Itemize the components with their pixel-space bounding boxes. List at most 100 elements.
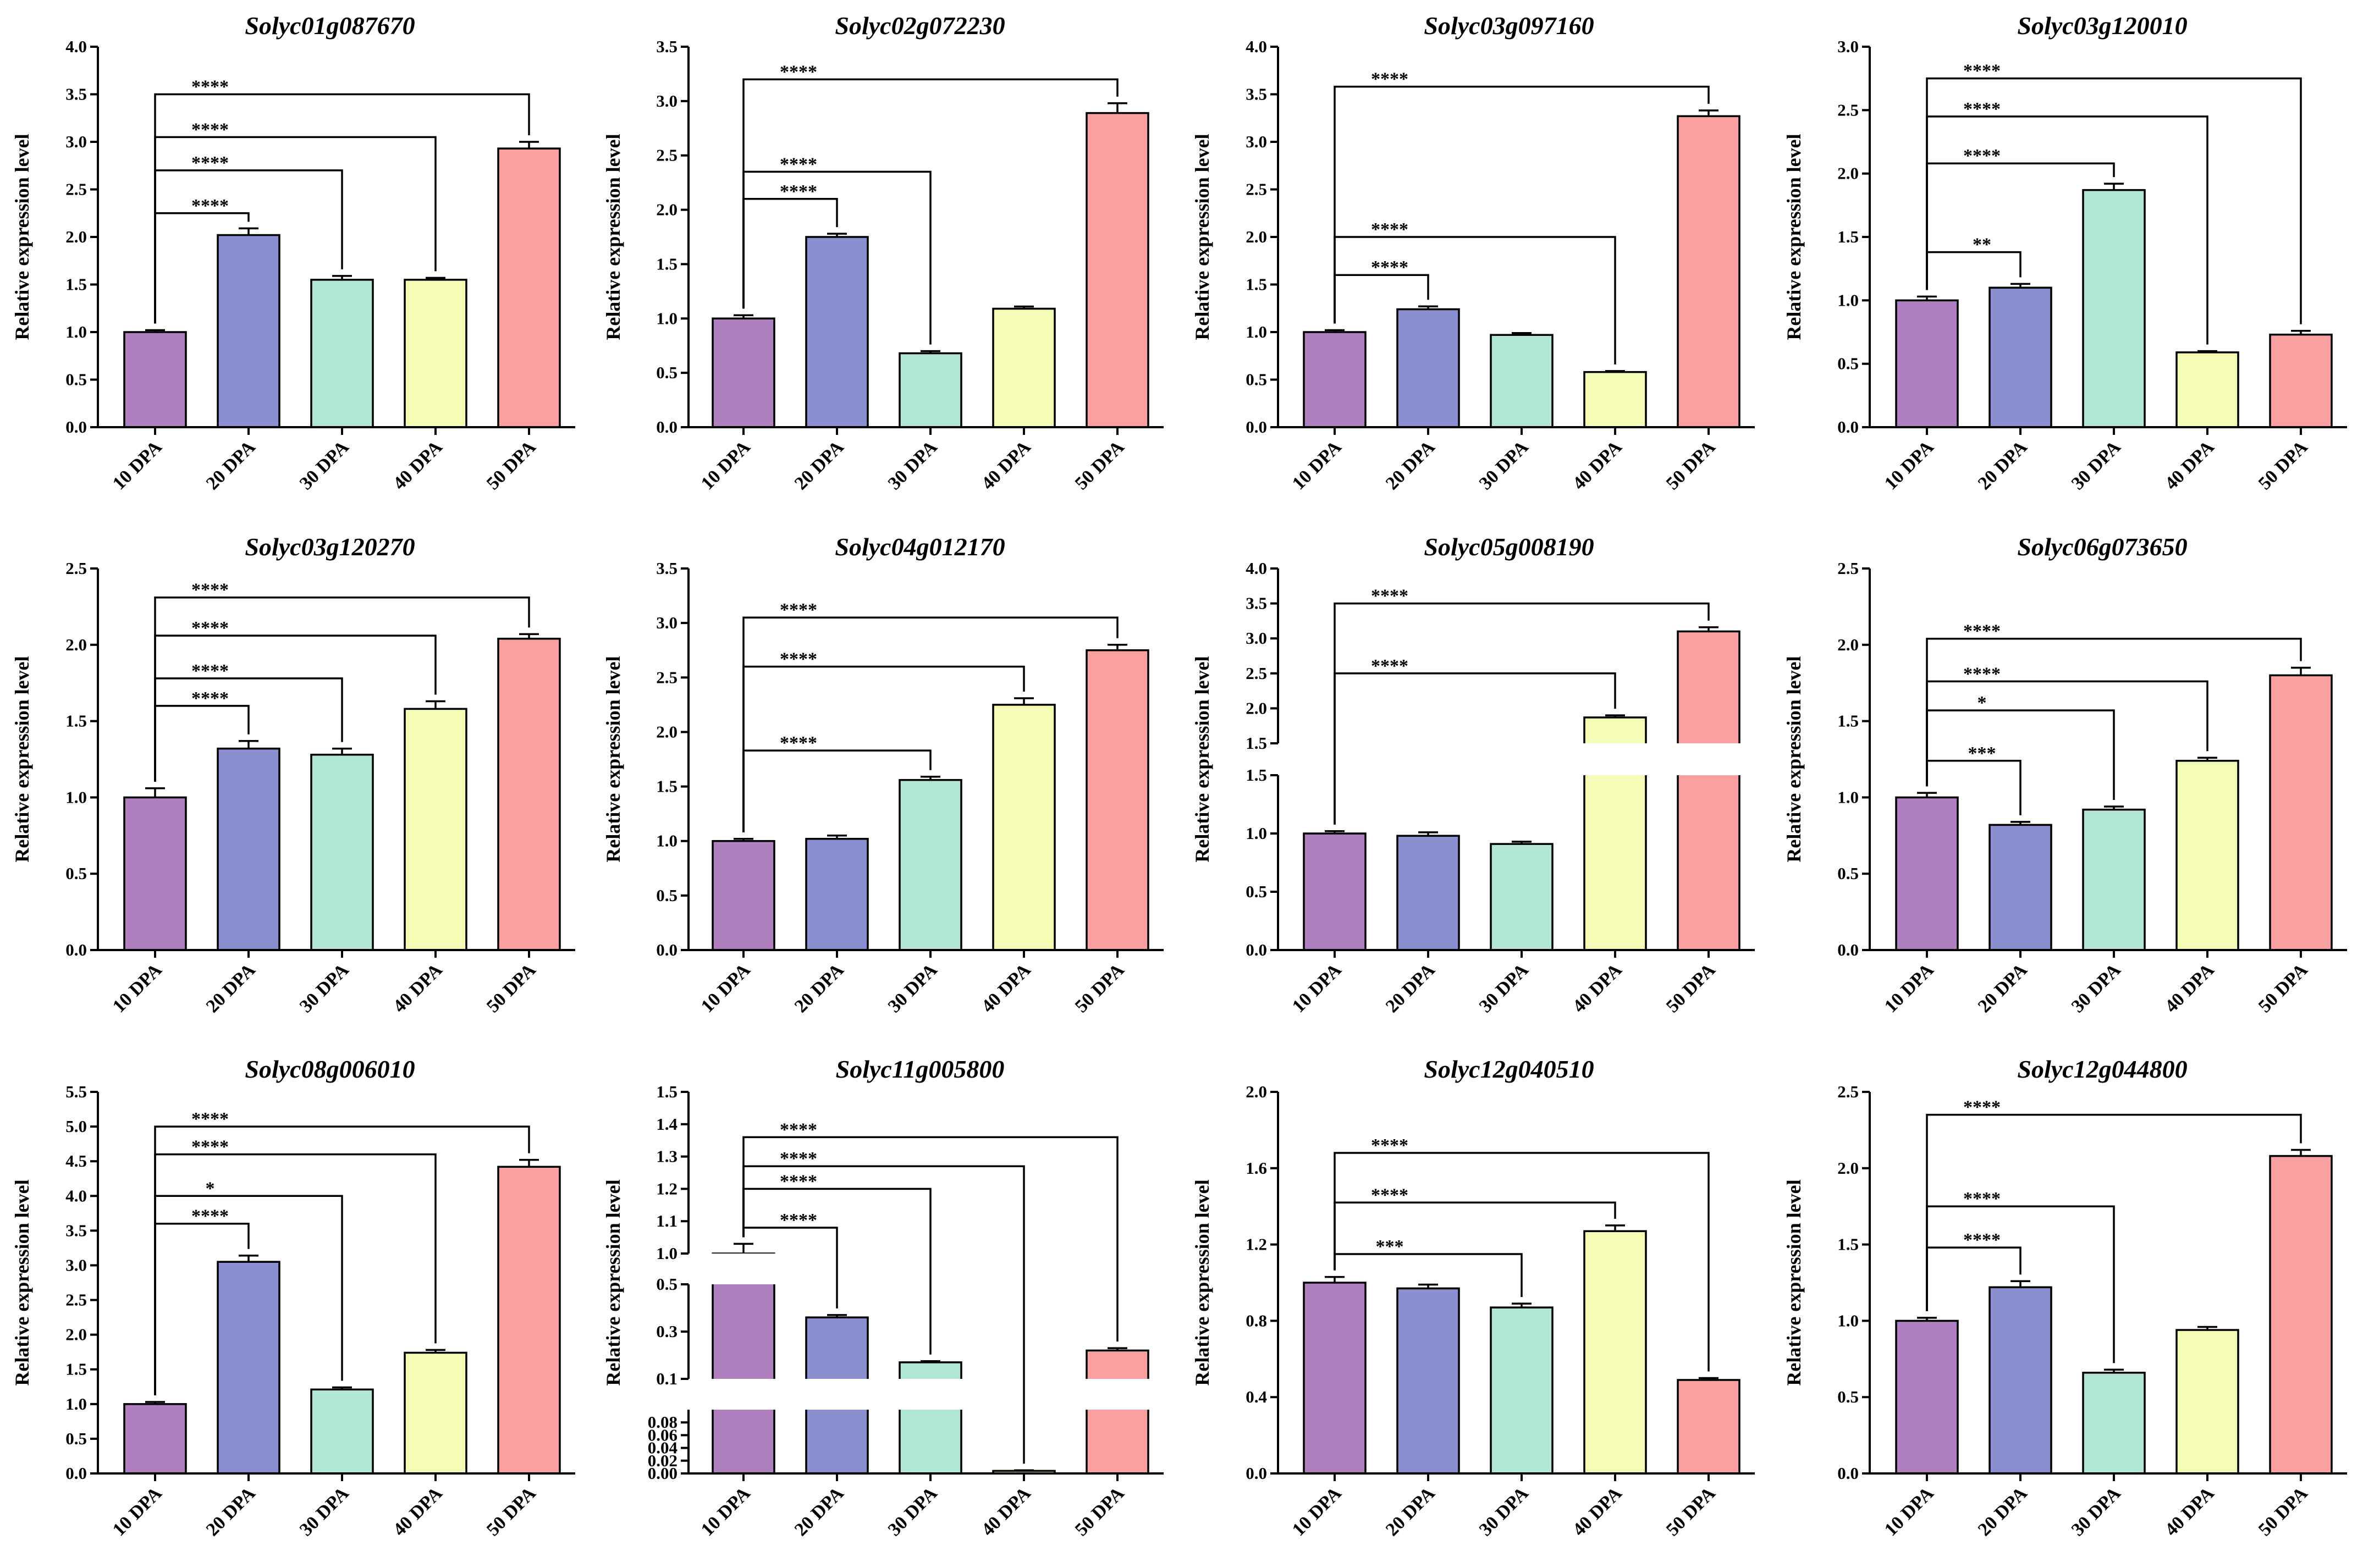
y-tick-label: 2.0 <box>1246 698 1267 717</box>
significance-label: **** <box>1371 257 1408 278</box>
y-axis-label: Relative expression level <box>1783 1179 1805 1385</box>
x-tick-label: 30 DPA <box>1475 959 1533 1017</box>
y-tick-label: 0.5 <box>656 1274 678 1294</box>
x-tick-label: 10 DPA <box>109 959 166 1017</box>
y-tick-label: 5.0 <box>65 1117 87 1136</box>
bar <box>1490 843 1554 951</box>
y-tick-label: 5.5 <box>65 1082 87 1101</box>
x-tick-label: 40 DPA <box>978 1483 1035 1540</box>
significance-label: **** <box>1371 1185 1408 1205</box>
significance-label: **** <box>1963 1097 2001 1118</box>
bar <box>2175 351 2239 428</box>
bar <box>2082 189 2146 428</box>
y-tick-label: 3.5 <box>1246 594 1267 613</box>
x-tick-label: 40 DPA <box>978 437 1035 494</box>
y-tick-label: 1.0 <box>656 1244 678 1263</box>
bar <box>1086 112 1149 428</box>
y-tick-label: 0.00 <box>648 1464 678 1483</box>
x-tick-label: 30 DPA <box>1475 1483 1533 1540</box>
chart-panel: Solyc11g005800 Relative expression level 0… <box>602 1055 1164 1540</box>
x-tick-label: 50 DPA <box>2255 1483 2312 1540</box>
y-tick-label: 0.0 <box>65 417 87 437</box>
y-tick-label: 0.8 <box>1246 1311 1267 1330</box>
bar <box>899 779 962 951</box>
x-tick-label: 20 DPA <box>791 959 848 1017</box>
chart-title: Solyc03g120010 <box>2017 12 2187 40</box>
bar <box>1677 1379 1740 1475</box>
significance-label: **** <box>780 1119 817 1140</box>
bar <box>123 796 187 951</box>
axis-break <box>681 1379 1154 1410</box>
significance-label: **** <box>191 618 229 638</box>
x-tick-label: 10 DPA <box>697 959 754 1017</box>
y-tick-label: 1.5 <box>656 777 678 796</box>
bar <box>1490 334 1554 428</box>
significance-label: ** <box>1973 235 1991 255</box>
y-tick-label: 1.0 <box>1837 1311 1859 1330</box>
bar <box>1583 1230 1647 1475</box>
x-tick-label: 30 DPA <box>296 959 353 1017</box>
bar <box>1677 630 1740 951</box>
significance-label: **** <box>1963 664 2001 684</box>
bar <box>217 234 280 428</box>
x-tick-label: 30 DPA <box>2068 959 2125 1017</box>
y-axis-label: Relative expression level <box>602 656 624 862</box>
significance-bracket <box>154 634 437 782</box>
chart-title: Solyc02g072230 <box>835 12 1005 40</box>
y-tick-label: 0.0 <box>1837 940 1859 959</box>
y-tick-label: 0.06 <box>648 1425 678 1444</box>
bar <box>404 708 467 951</box>
y-tick-label: 1.0 <box>1246 824 1267 843</box>
y-tick-label: 0.3 <box>656 1322 678 1341</box>
y-tick-label: 1.1 <box>656 1211 678 1230</box>
bar <box>217 1261 280 1475</box>
y-tick-label: 3.0 <box>1837 37 1859 56</box>
bar <box>1303 1282 1367 1475</box>
y-tick-label: 2.5 <box>1246 664 1267 683</box>
y-tick-label: 0.5 <box>1246 882 1267 901</box>
y-axis-label: Relative expression level <box>11 134 33 340</box>
x-tick-label: 10 DPA <box>1881 437 1938 494</box>
x-tick-label: 20 DPA <box>1382 1483 1439 1540</box>
y-tick-label: 2.0 <box>1837 635 1859 654</box>
y-tick-label: 2.5 <box>1837 1082 1859 1101</box>
y-tick-label: 1.2 <box>656 1179 678 1198</box>
bar <box>1303 331 1367 428</box>
chart-panel: Solyc08g006010 Relative expression level 0… <box>11 1055 575 1540</box>
bar <box>217 747 280 951</box>
x-tick-label: 40 DPA <box>978 959 1035 1017</box>
y-tick-label: 3.0 <box>1246 132 1267 151</box>
x-tick-label: 40 DPA <box>2161 959 2218 1017</box>
chart-title: Solyc08g006010 <box>245 1055 415 1083</box>
significance-label: **** <box>780 733 817 753</box>
x-tick-label: 10 DPA <box>1881 959 1938 1017</box>
x-tick-label: 40 DPA <box>2161 1483 2218 1540</box>
significance-label: **** <box>1963 146 2001 166</box>
y-tick-label: 0.5 <box>1837 864 1859 883</box>
y-tick-label: 1.5 <box>656 1082 678 1101</box>
y-tick-label: 1.0 <box>65 1394 87 1414</box>
bar <box>1895 1319 1959 1475</box>
y-tick-label: 2.0 <box>1837 1158 1859 1178</box>
y-tick-label: 0.5 <box>1837 354 1859 373</box>
x-tick-label: 20 DPA <box>1382 437 1439 494</box>
significance-label: **** <box>1371 586 1408 606</box>
y-tick-label: 1.0 <box>1837 290 1859 310</box>
y-tick-label: 0.1 <box>656 1369 678 1388</box>
y-tick-label: 2.0 <box>65 635 87 654</box>
chart-title: Solyc01g087670 <box>245 12 415 40</box>
y-tick-label: 0.5 <box>1837 1387 1859 1406</box>
bar <box>404 279 467 428</box>
bar <box>2175 1329 2239 1475</box>
y-tick-label: 1.5 <box>1837 227 1859 246</box>
y-axis-label: Relative expression level <box>11 656 33 862</box>
chart-panel: Solyc12g044800 Relative expression level 0… <box>1783 1055 2347 1540</box>
significance-label: **** <box>1963 621 2001 642</box>
y-tick-label: 1.4 <box>656 1114 678 1134</box>
y-tick-label: 1.5 <box>1837 711 1859 731</box>
significance-label: **** <box>1963 1230 2001 1250</box>
x-tick-label: 50 DPA <box>483 959 540 1017</box>
significance-bracket <box>1926 251 2022 290</box>
y-tick-label: 2.5 <box>1837 100 1859 119</box>
